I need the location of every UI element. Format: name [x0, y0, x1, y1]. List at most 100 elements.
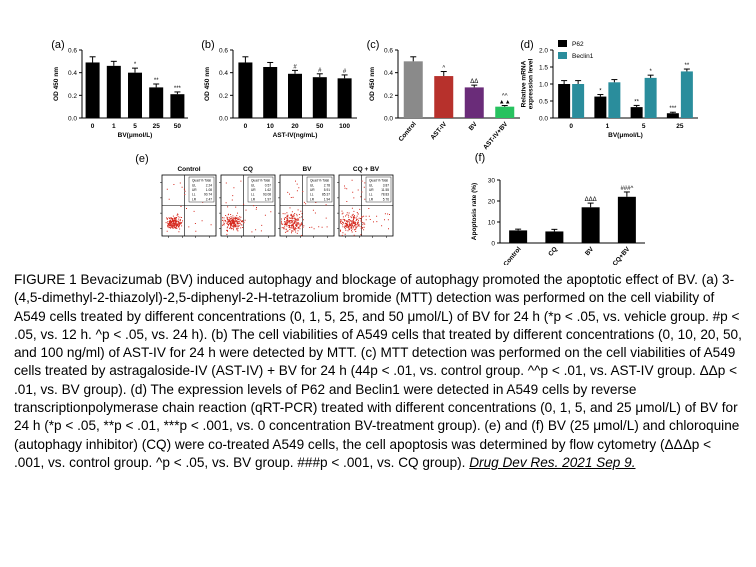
bar: [149, 87, 164, 118]
quad-name: UL: [310, 184, 314, 188]
quad-stats-box: [247, 176, 274, 203]
flow-dots: [165, 180, 213, 233]
bar: [666, 113, 679, 118]
panel-label: (d): [520, 39, 533, 51]
y-tick-label: 20: [488, 199, 496, 206]
x-tick-label: CQ+BV: [612, 245, 632, 265]
flow-plot-title: BV: [302, 166, 312, 173]
chart-b: (b) 0.0 0.2 0.4 0.6 OD 450 nm 0 10 #20 #50 #100 AST…: [201, 39, 357, 139]
significance-mark: **: [685, 63, 690, 69]
figure-panels: (a) 0.0 0.2 0.4 0.6 OD 450 nm 0 1 * 5 ** 25 *** 50 BV(…: [0, 0, 756, 268]
significance-mark: #: [318, 68, 322, 74]
quad-stats-header: Quad % Total: [369, 179, 388, 183]
legend-swatch: [558, 40, 567, 47]
y-tick-label: 0.0: [539, 116, 548, 123]
flow-dots: [340, 179, 390, 236]
flow-dots: [222, 179, 272, 235]
x-tick-label: 20: [291, 123, 299, 130]
bar: [581, 207, 600, 243]
chart-a: (a) 0.0 0.2 0.4 0.6 OD 450 nm 0 1 * 5 ** 25 *** 50 BV(…: [51, 39, 188, 139]
quad-stats-header: Quad % Total: [192, 179, 211, 183]
bar: [594, 96, 607, 118]
y-axis-label: OD 450 nm: [204, 67, 211, 101]
quad-name: LR: [192, 197, 197, 201]
legend-swatch: [558, 52, 567, 59]
quad-value: 78.83: [381, 193, 389, 197]
x-tick-label: 5: [133, 123, 137, 130]
x-tick-label: BV: [584, 245, 596, 257]
figure-svg: (a)0.00.20.40.6OD 450 nm0 1*5**25***50BV(…: [51, 39, 698, 268]
quad-name: UR: [369, 188, 374, 192]
flow-plot-title: CQ + BV: [353, 166, 380, 173]
x-tick-label: 5: [642, 123, 646, 130]
bar: [434, 76, 454, 118]
significance-mark: ***: [669, 106, 677, 112]
significance-mark: ΔΔΔ: [585, 197, 597, 203]
y-tick-label: 1.0: [539, 82, 548, 89]
significance-mark: *: [599, 89, 602, 95]
citation-link[interactable]: Drug Dev Res. 2021 Sep 9.: [469, 454, 636, 470]
flow-plot-title: CQ: [243, 166, 253, 173]
significance-mark: **: [154, 78, 159, 84]
y-tick-label: 30: [488, 178, 496, 185]
quad-name: LL: [310, 193, 314, 197]
y-axis-label: Apoptosis rate (%): [471, 183, 478, 240]
bar: [630, 107, 643, 118]
bar: [312, 77, 327, 118]
significance-mark: ΔΔ: [470, 79, 478, 85]
bar: [106, 65, 121, 118]
x-tick-label: 10: [267, 123, 275, 130]
bar: [495, 106, 515, 118]
quad-value: 0.57: [265, 184, 271, 188]
bar: [680, 71, 693, 118]
y-tick-label: 0.4: [68, 70, 77, 77]
x-tick-label: 100: [339, 123, 350, 130]
chart-c: (c) 0.0 0.2 0.4 0.6 OD 450 nm Control ^ AST-IV ΔΔ…: [367, 39, 520, 151]
quad-stats-header: Quad % Total: [251, 179, 270, 183]
x-axis-label: BV(μmol/L): [608, 132, 643, 139]
y-axis-label: expression level: [528, 59, 535, 110]
x-tick-label: 1: [606, 123, 610, 130]
quad-value: 2.24: [206, 184, 212, 188]
y-tick-label: 1.5: [539, 65, 548, 72]
y-tick-label: 0.0: [219, 116, 228, 123]
quad-value: 1.97: [265, 197, 271, 201]
y-tick-label: 2.0: [539, 48, 548, 55]
quad-name: UR: [192, 188, 197, 192]
quad-value: 1.94: [324, 197, 330, 201]
y-axis-label: Relative mRNA: [521, 60, 528, 107]
x-tick-label: BV: [468, 120, 480, 132]
quad-stats-box: [365, 176, 392, 203]
bar: [288, 73, 302, 118]
x-tick-label: 0: [91, 123, 95, 130]
y-tick-label: 10: [488, 220, 496, 227]
legend-label: Beclin1: [572, 53, 594, 60]
y-tick-label: 0.0: [384, 116, 393, 123]
panel-label: (c): [367, 39, 380, 51]
y-tick-label: 0.0: [68, 116, 77, 123]
x-tick-label: 0: [244, 123, 248, 130]
y-tick-label: 0.5: [539, 99, 548, 106]
significance-mark: ▲▲: [499, 100, 511, 106]
bar: [170, 94, 185, 118]
y-tick-label: 0.4: [384, 70, 393, 77]
quad-value: 1.08: [206, 188, 212, 192]
chart-d: (d) 0.0 0.5 1.0 1.5 2.0 Relative mRNA expressio…: [520, 39, 698, 139]
quad-value: 5.76: [383, 197, 389, 201]
bar: [572, 84, 585, 118]
x-tick-label: Control: [398, 121, 418, 143]
quad-value: 90.74: [204, 193, 212, 197]
significance-mark: **: [634, 99, 639, 105]
y-tick-label: 0.2: [68, 93, 77, 100]
quad-value: 1.62: [265, 188, 271, 192]
x-tick-label: 25: [676, 123, 684, 130]
y-axis-label: OD 450 nm: [369, 67, 376, 101]
legend-label: P62: [572, 41, 584, 48]
quad-stats-box: [306, 176, 333, 203]
significance-mark: ***: [174, 86, 182, 92]
y-tick-label: 0.6: [219, 48, 228, 55]
